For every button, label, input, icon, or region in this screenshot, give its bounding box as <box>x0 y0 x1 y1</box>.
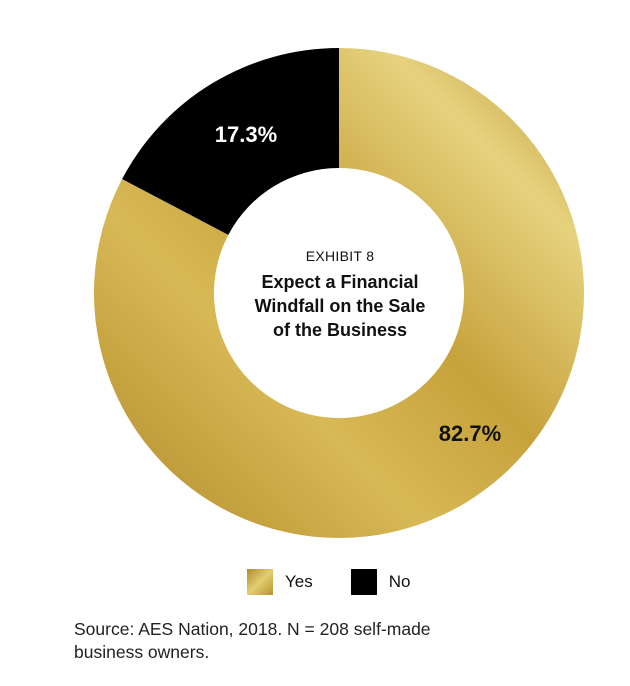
chart-title-line-2: Windfall on the Sale <box>254 296 426 316</box>
chart-legend: Yes No <box>247 568 448 596</box>
chart-center-title: EXHIBIT 8 Expect a Financial Windfall on… <box>240 248 440 342</box>
source-line-2: business owners. <box>74 642 210 662</box>
legend-label-no: No <box>388 572 411 591</box>
donut-chart: 17.3% 82.7% EXHIBIT 8 Expect a Financial… <box>93 48 584 538</box>
donut-chart-svg: 17.3% 82.7% <box>93 48 584 538</box>
source-line-1: Source: AES Nation, 2018. N = 208 self-m… <box>74 619 431 639</box>
chart-title-line-3: of the Business <box>272 320 408 340</box>
exhibit-label: EXHIBIT 8 <box>305 248 375 264</box>
legend-label-yes: Yes <box>285 572 313 591</box>
donut-slice-yes <box>93 48 584 538</box>
donut-slice-no <box>122 48 339 235</box>
legend-swatch-no <box>350 569 377 595</box>
legend-item-yes: Yes <box>247 569 313 595</box>
source-note: Source: AES Nation, 2018. N = 208 self-m… <box>74 618 574 664</box>
chart-title-line-1: Expect a Financial <box>261 272 419 292</box>
chart-title: Expect a Financial Windfall on the Sale … <box>240 270 440 342</box>
slice-label-yes: 82.7% <box>439 421 501 446</box>
legend-item-no: No <box>350 569 411 595</box>
legend-swatch-yes <box>247 569 273 595</box>
slice-label-no: 17.3% <box>215 122 277 147</box>
